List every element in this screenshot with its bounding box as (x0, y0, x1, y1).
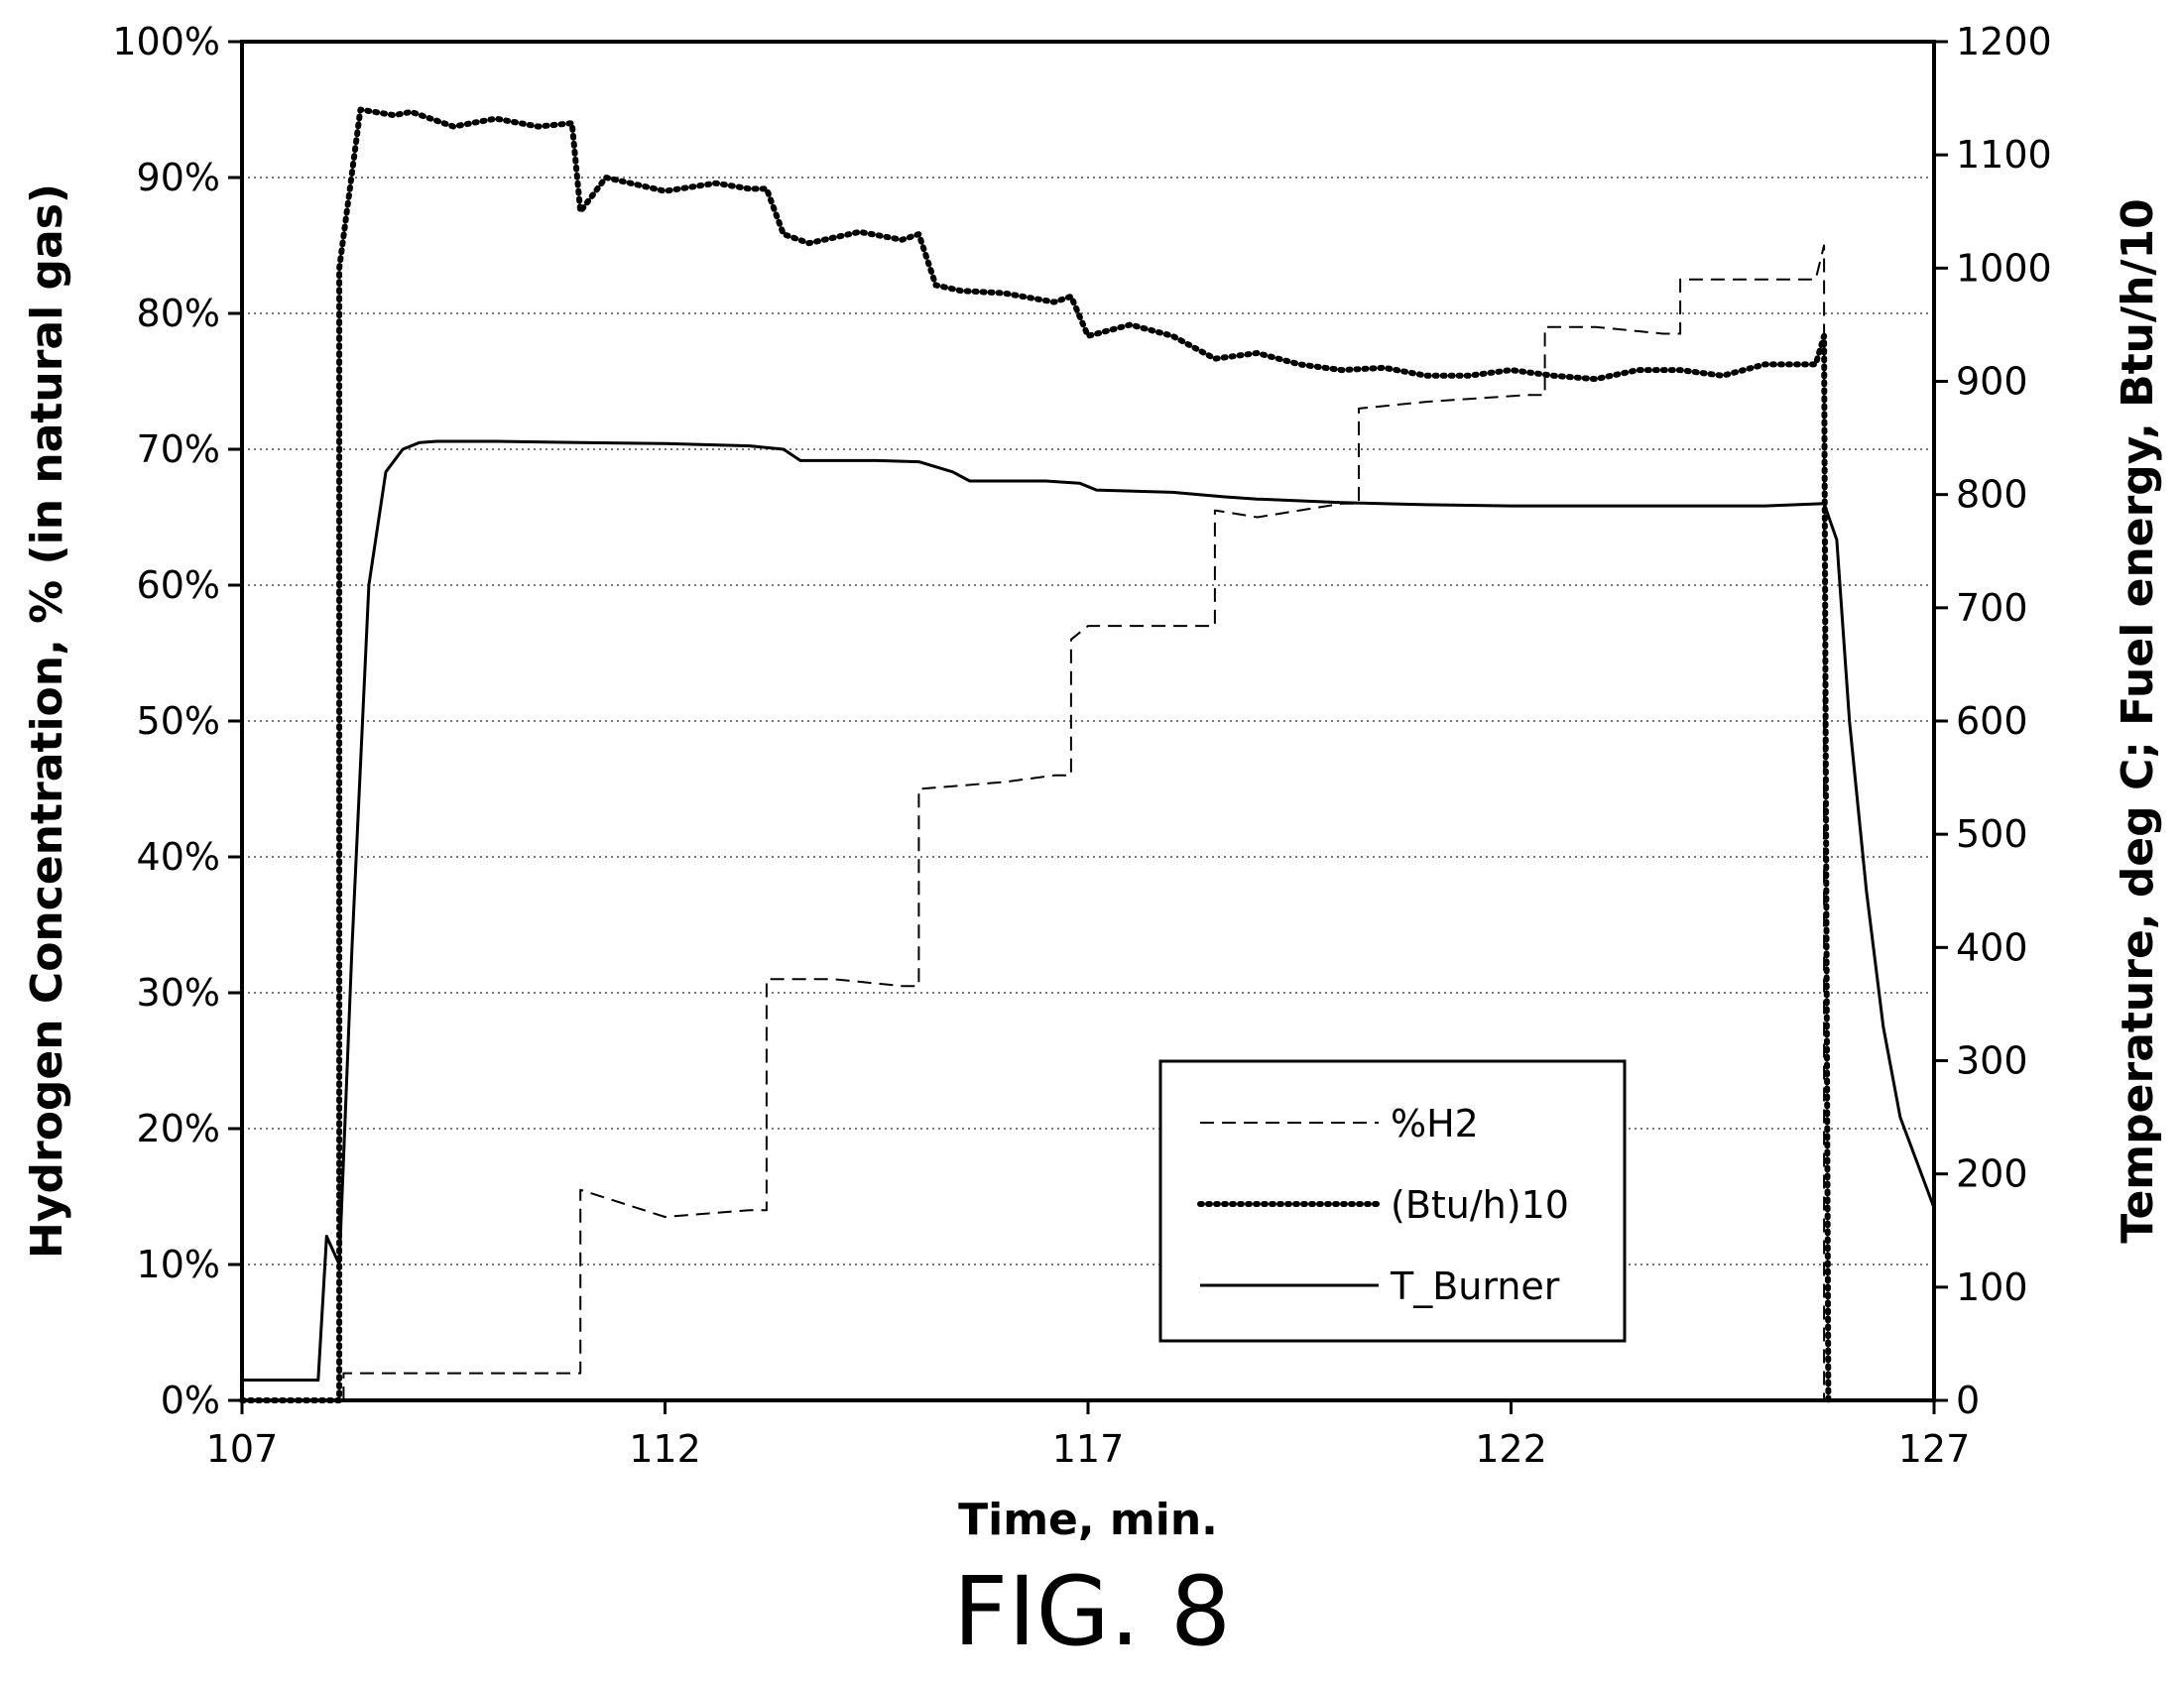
y-left-tick-label: 100% (112, 20, 220, 63)
y-right-tick-label: 100 (1956, 1265, 2028, 1309)
legend-box (1158, 1059, 1627, 1343)
y-right-tick-label: 800 (1956, 473, 2028, 517)
x-tick-label: 122 (1475, 1427, 1547, 1471)
x-tick-label: 127 (1898, 1427, 1971, 1471)
y-left-tick-label: 80% (137, 292, 220, 335)
y-right-tick-label: 200 (1956, 1152, 2028, 1196)
y-right-tick-label: 600 (1956, 699, 2028, 743)
y-right-tick-label: 500 (1956, 812, 2028, 856)
series-layer (239, 106, 1936, 1403)
y-right-tick-label: 0 (1956, 1379, 1980, 1422)
y-right-tick-label: 1200 (1956, 20, 2052, 63)
ticks: 107 112 117 122 127 0% 10% 20% 30% 40% 50% 60% 70% 80… (112, 20, 2051, 1471)
y-right-tick-label: 400 (1956, 925, 2028, 969)
x-axis-title: Time, min. (958, 1495, 1218, 1545)
figure-caption: FIG. 8 (952, 1556, 1232, 1667)
y-left-tick-label: 30% (137, 971, 220, 1015)
y-right-tick-label: 700 (1956, 586, 2028, 630)
y-left-tick-label: 90% (137, 156, 220, 199)
y-left-tick-label: 10% (137, 1243, 220, 1286)
x-tick-label: 112 (629, 1427, 701, 1471)
y-left-tick-label: 60% (137, 563, 220, 607)
y-right-tick-label: 1000 (1956, 246, 2052, 290)
y-left-tick-label: 50% (137, 699, 220, 743)
y-right-tick-label: 900 (1956, 360, 2028, 404)
y-left-tick-label: 40% (137, 835, 220, 879)
y-right-axis-title: Temperature, deg C; Fuel energy, Btu/h/1… (2113, 198, 2163, 1243)
legend-label: %H2 (1391, 1102, 1479, 1145)
x-tick-label: 107 (206, 1427, 279, 1471)
grid (242, 177, 1934, 1265)
series-line-0 (342, 244, 1826, 1400)
y-right-tick-label: 1100 (1956, 133, 2052, 177)
x-tick-label: 117 (1052, 1427, 1125, 1471)
y-left-tick-label: 70% (137, 427, 220, 471)
y-right-tick-label: 300 (1956, 1039, 2028, 1083)
y-left-tick-label: 20% (137, 1107, 220, 1150)
legend-label: T_Burner (1390, 1265, 1560, 1308)
legend: %H2 (Btu/h)10 T_Burner (1158, 1059, 1627, 1343)
legend-label: (Btu/h)10 (1391, 1183, 1569, 1227)
y-left-axis-title: Hydrogen Concentration, % (in natural ga… (22, 183, 72, 1259)
series-line-1 (239, 106, 1832, 1403)
y-left-tick-label: 0% (161, 1379, 220, 1422)
series-line-2 (242, 439, 1936, 1382)
